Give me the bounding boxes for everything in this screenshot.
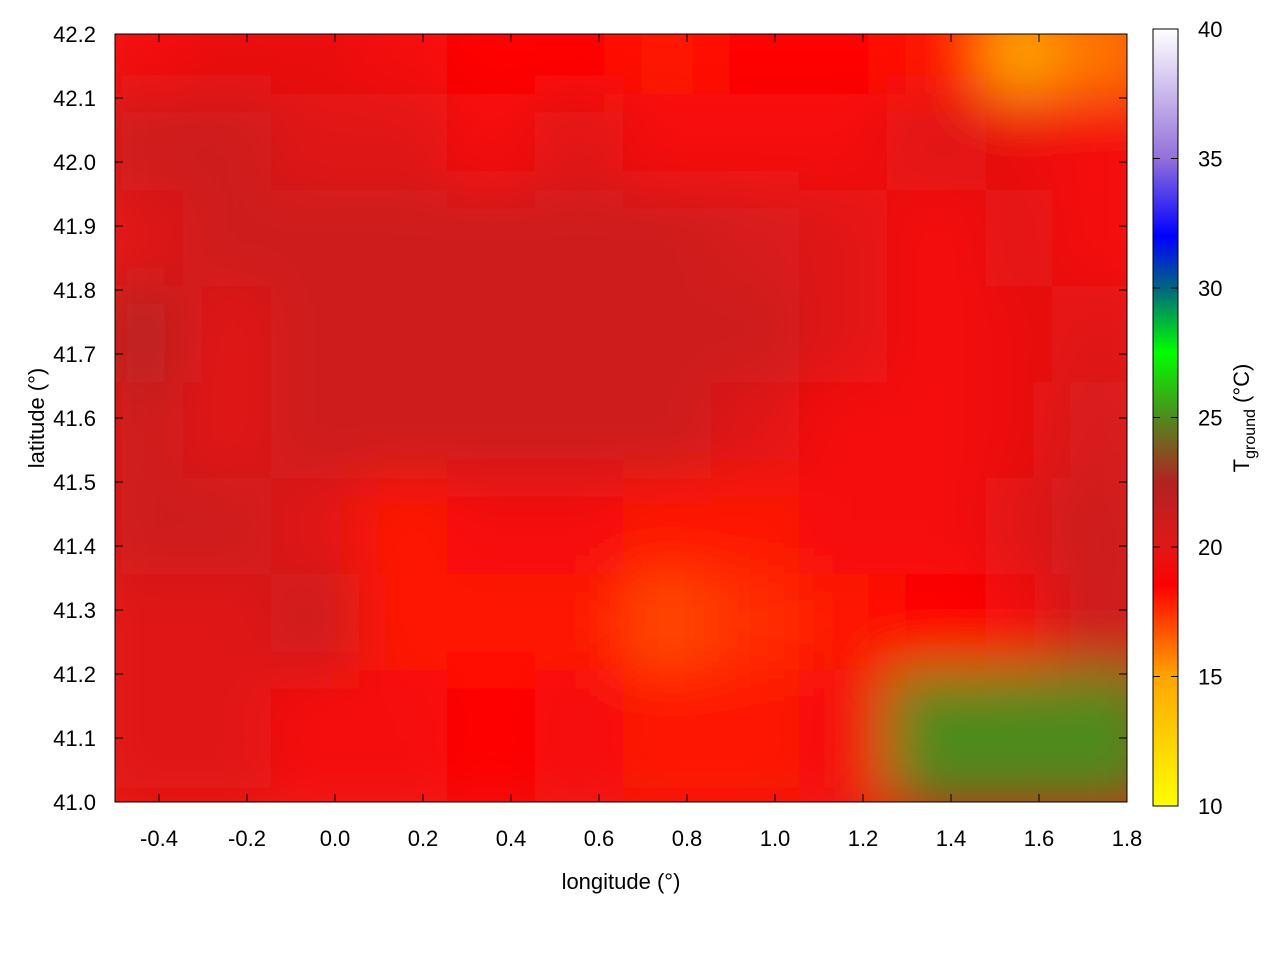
y-tick-label: 42.1 xyxy=(53,86,96,111)
x-tick-label: 0.8 xyxy=(672,826,703,851)
y-tick-label: 41.2 xyxy=(53,662,96,687)
y-tick-label: 42.2 xyxy=(53,22,96,47)
colorbar-tick-label: 20 xyxy=(1198,535,1222,560)
colorbar-tick-label: 25 xyxy=(1198,406,1222,431)
y-tick-label: 41.6 xyxy=(53,406,96,431)
y-tick-label: 41.4 xyxy=(53,534,96,559)
x-tick-label: 1.6 xyxy=(1024,826,1055,851)
x-tick-label: 1.0 xyxy=(760,826,791,851)
y-tick-label: 41.8 xyxy=(53,278,96,303)
x-tick-label: 0.4 xyxy=(496,826,527,851)
heatmap-cell xyxy=(1052,670,1127,802)
x-tick-label: -0.4 xyxy=(140,826,178,851)
colorbar-tick-label: 30 xyxy=(1198,276,1222,301)
colorbar-tick-label: 15 xyxy=(1198,665,1222,690)
y-tick-label: 41.5 xyxy=(53,470,96,495)
colorbar-tick-label: 35 xyxy=(1198,147,1222,172)
x-tick-label: 0.2 xyxy=(408,826,439,851)
colorbar-label: Tground (°C) xyxy=(1229,364,1259,473)
x-tick-label: 1.8 xyxy=(1112,826,1143,851)
colorbar-tick-label: 10 xyxy=(1198,794,1222,819)
y-tick-label: 41.0 xyxy=(53,790,96,815)
y-tick-label: 41.7 xyxy=(53,342,96,367)
y-tick-label: 41.9 xyxy=(53,214,96,239)
y-tick-label: 41.1 xyxy=(53,726,96,751)
x-tick-label: -0.2 xyxy=(228,826,266,851)
x-tick-label: 1.2 xyxy=(848,826,879,851)
x-tick-label: 0.6 xyxy=(584,826,615,851)
x-tick-label: 0.0 xyxy=(320,826,351,851)
x-tick-label: 1.4 xyxy=(936,826,967,851)
y-axis-label: latitude (°) xyxy=(24,368,49,469)
y-tick-label: 42.0 xyxy=(53,150,96,175)
x-axis-label: longitude (°) xyxy=(562,869,681,894)
colorbar-tick-label: 40 xyxy=(1198,17,1222,42)
plot-area xyxy=(115,34,1127,802)
y-tick-label: 41.3 xyxy=(53,598,96,623)
